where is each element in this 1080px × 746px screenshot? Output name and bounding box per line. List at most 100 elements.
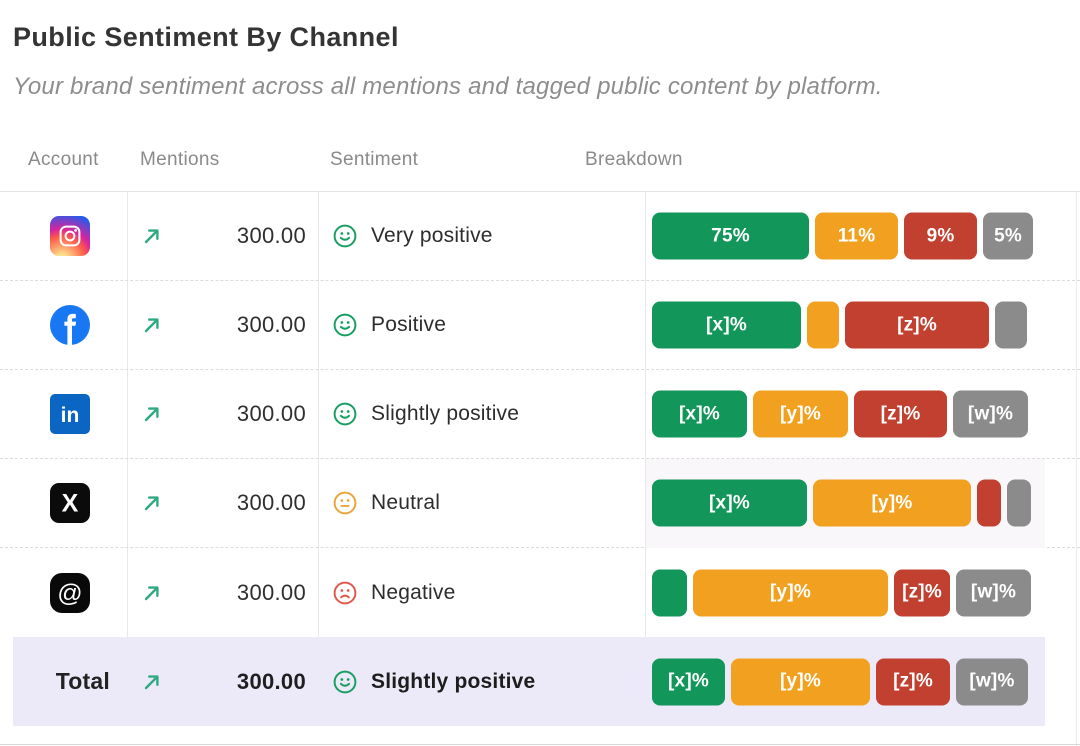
x-icon[interactable]: X <box>50 483 90 523</box>
breakdown-bars: [y]% [z]% [w]% <box>652 569 1031 616</box>
table-row-linkedin[interactable]: in 300.00 Slightly positive [x]% [y]% [z]%… <box>0 370 1080 459</box>
table-row-facebook[interactable]: 300.00 Positive [x]% [z]% <box>0 281 1080 370</box>
breakdown-cell: [x]% [z]% <box>645 281 1080 369</box>
trend-up-icon <box>140 670 164 694</box>
breakdown-bar-orange <box>807 301 839 349</box>
mentions-value: 300.00 <box>236 490 306 515</box>
breakdown-bar-red: [z]% <box>876 658 950 705</box>
table-row-threads[interactable]: @ 300.00 Negative [y]% [z]% [w]% <box>0 548 1080 637</box>
breakdown-cell: 75% 11% 9% 5% <box>645 192 1080 280</box>
breakdown-bars: [x]% [z]% <box>652 301 1027 349</box>
account-cell: @ <box>13 548 127 637</box>
breakdown-bar-gray <box>995 301 1027 349</box>
trend-up-icon <box>140 491 164 515</box>
breakdown-cell: [x]% [y]% [z]% [w]% <box>645 370 1080 458</box>
sentiment-label: Very positive <box>371 224 493 247</box>
sentiment-cell: Positive <box>318 281 645 369</box>
trend-up-icon <box>140 313 164 337</box>
breakdown-bar-gray: 5% <box>983 212 1033 260</box>
breakdown-bar-red: [z]% <box>894 569 950 616</box>
breakdown-cell: [x]% [y]% [z]% [w]% <box>645 637 1080 726</box>
mentions-value: 300.00 <box>236 312 306 337</box>
breakdown-bars: [x]% [y]% [z]% [w]% <box>652 658 1028 705</box>
breakdown-bar-orange: [y]% <box>693 569 888 616</box>
breakdown-bar-gray: [w]% <box>953 390 1028 438</box>
table-row-x[interactable]: X 300.00 Neutral [x]% [y]% <box>0 459 1080 548</box>
svg-text:in: in <box>61 404 80 427</box>
breakdown-bar-orange: [y]% <box>813 479 971 527</box>
sentiment-cell: Slightly positive <box>318 637 645 726</box>
threads-icon[interactable]: @ <box>50 572 90 613</box>
sentiment-frown-icon <box>333 581 357 604</box>
breakdown-cell: [y]% [z]% [w]% <box>645 548 1080 637</box>
svg-text:X: X <box>62 490 79 518</box>
account-cell: X <box>13 459 127 547</box>
column-header-account: Account <box>28 149 99 170</box>
sentiment-smile-icon <box>333 313 357 337</box>
breakdown-bars: [x]% [y]% <box>652 479 1031 527</box>
breakdown-bar-red <box>977 479 1001 527</box>
sentiment-table-body: 300.00 Very positive 75% 11% 9% 5% 300.00 P… <box>0 192 1080 726</box>
svg-text:@: @ <box>57 579 82 607</box>
table-row-instagram[interactable]: 300.00 Very positive 75% 11% 9% 5% <box>0 192 1080 281</box>
sentiment-cell: Neutral <box>318 459 645 547</box>
breakdown-bar-green: [x]% <box>652 479 807 527</box>
sentiment-smile-icon <box>333 670 357 693</box>
breakdown-bar-gray: [w]% <box>956 569 1031 616</box>
account-cell: in <box>13 370 127 458</box>
account-cell <box>13 281 127 369</box>
sentiment-cell: Very positive <box>318 192 645 280</box>
breakdown-bar-green: [x]% <box>652 301 801 349</box>
column-header-sentiment: Sentiment <box>330 149 419 170</box>
sentiment-cell: Negative <box>318 548 645 637</box>
instagram-icon[interactable] <box>50 216 90 256</box>
breakdown-bar-gray <box>1007 479 1031 527</box>
breakdown-bar-red: [z]% <box>845 301 989 349</box>
sentiment-cell: Slightly positive <box>318 370 645 458</box>
table-bottom-border <box>0 744 1080 745</box>
sentiment-label: Positive <box>371 313 447 336</box>
facebook-icon[interactable] <box>50 305 90 345</box>
column-header-breakdown: Breakdown <box>585 149 683 170</box>
sentiment-label: Negative <box>371 580 456 604</box>
mentions-value: 300.00 <box>236 401 306 426</box>
table-row-total[interactable]: Total 300.00 Slightly positive [x]% [y]%[… <box>0 637 1080 726</box>
column-header-mentions: Mentions <box>140 149 220 170</box>
trend-up-icon <box>140 581 164 605</box>
table-right-border <box>1076 192 1077 746</box>
trend-up-icon <box>140 224 164 248</box>
page-title: Public Sentiment By Channel <box>13 22 399 52</box>
breakdown-bar-red: [z]% <box>854 390 947 438</box>
mentions-value: 300.00 <box>236 223 306 248</box>
breakdown-bar-green <box>652 569 687 616</box>
breakdown-bar-orange: [y]% <box>731 658 870 705</box>
mentions-cell: 300.00 <box>127 281 318 369</box>
breakdown-bars: [x]% [y]% [z]% [w]% <box>652 390 1028 438</box>
breakdown-bar-red: 9% <box>904 212 977 260</box>
sentiment-label: Neutral <box>371 491 441 514</box>
mentions-cell: 300.00 <box>127 192 318 280</box>
mentions-value: 300.00 <box>236 579 306 605</box>
page-subtitle: Your brand sentiment across all mentions… <box>13 73 883 100</box>
breakdown-bar-green: 75% <box>652 212 809 260</box>
breakdown-bar-orange: 11% <box>815 212 898 260</box>
linkedin-icon[interactable]: in <box>50 394 90 434</box>
total-row-highlight <box>13 637 1045 726</box>
breakdown-bars: 75% 11% 9% 5% <box>652 212 1033 260</box>
sentiment-label: Slightly positive <box>371 669 536 693</box>
sentiment-smile-icon <box>333 224 357 248</box>
sentiment-label: Slightly positive <box>371 402 520 425</box>
breakdown-bar-orange: [y]% <box>753 390 848 438</box>
account-cell: Total <box>13 637 127 726</box>
trend-up-icon <box>140 402 164 426</box>
breakdown-bar-gray: [w]% <box>956 658 1028 705</box>
mentions-cell: 300.00 <box>127 370 318 458</box>
account-cell <box>13 192 127 280</box>
breakdown-bar-green: [x]% <box>652 658 725 705</box>
sentiment-neutral-icon <box>333 491 357 515</box>
mentions-value: 300.00 <box>236 668 306 694</box>
mentions-cell: 300.00 <box>127 548 318 637</box>
breakdown-bar-green: [x]% <box>652 390 747 438</box>
mentions-cell: 300.00 <box>127 637 318 726</box>
